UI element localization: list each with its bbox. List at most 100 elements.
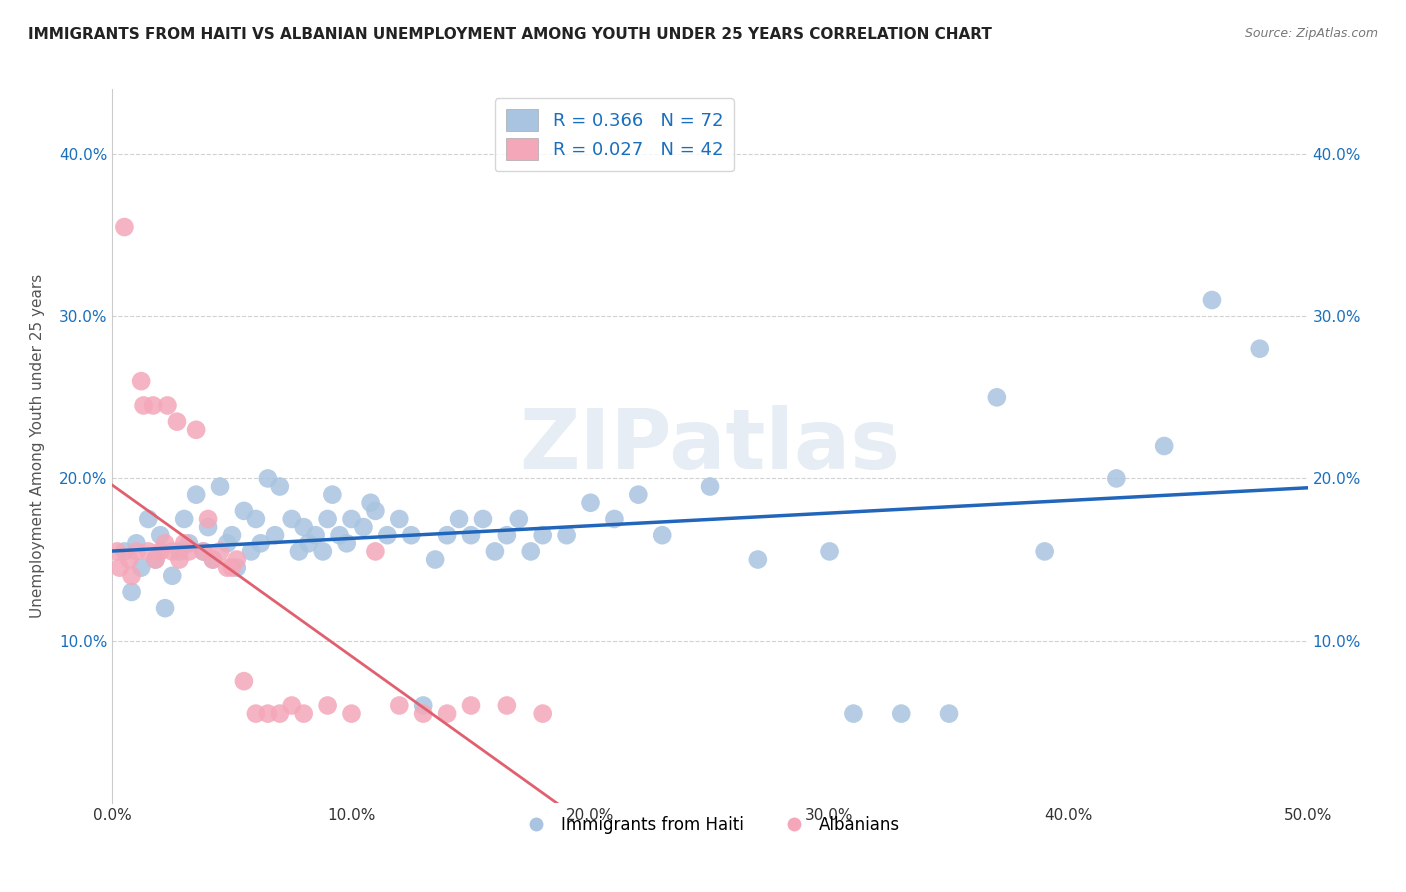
Point — [149, 528, 172, 542]
Point — [312, 544, 335, 558]
Point — [340, 512, 363, 526]
Point — [138, 512, 160, 526]
Point — [269, 479, 291, 493]
Point — [890, 706, 912, 721]
Point — [156, 399, 179, 413]
Point — [153, 601, 176, 615]
Point — [233, 674, 256, 689]
Point — [166, 415, 188, 429]
Point — [377, 528, 399, 542]
Point — [108, 560, 131, 574]
Point — [121, 568, 143, 582]
Point — [173, 536, 195, 550]
Point — [520, 544, 543, 558]
Point — [818, 544, 841, 558]
Text: Source: ZipAtlas.com: Source: ZipAtlas.com — [1244, 27, 1378, 40]
Point — [297, 536, 319, 550]
Point — [1201, 293, 1223, 307]
Point — [173, 512, 195, 526]
Point — [125, 536, 148, 550]
Point — [221, 560, 243, 574]
Point — [129, 374, 152, 388]
Point — [329, 528, 352, 542]
Point — [186, 488, 208, 502]
Legend: Immigrants from Haiti, Albanians: Immigrants from Haiti, Albanians — [513, 810, 907, 841]
Point — [292, 520, 315, 534]
Point — [316, 512, 339, 526]
Point — [217, 560, 239, 574]
Point — [484, 544, 506, 558]
Point — [221, 528, 243, 542]
Point — [305, 528, 328, 542]
Point — [531, 528, 554, 542]
Point — [118, 552, 141, 566]
Point — [496, 698, 519, 713]
Point — [292, 706, 315, 721]
Point — [321, 488, 343, 502]
Point — [388, 512, 411, 526]
Point — [209, 544, 232, 558]
Point — [425, 552, 447, 566]
Point — [1033, 544, 1056, 558]
Point — [257, 471, 280, 485]
Point — [142, 399, 165, 413]
Point — [1249, 342, 1271, 356]
Point — [169, 552, 191, 566]
Point — [145, 552, 167, 566]
Point — [162, 544, 183, 558]
Point — [412, 706, 434, 721]
Point — [496, 528, 519, 542]
Point — [352, 520, 374, 534]
Point — [651, 528, 673, 542]
Point — [125, 544, 148, 558]
Point — [264, 528, 287, 542]
Point — [197, 520, 219, 534]
Point — [364, 544, 387, 558]
Point — [162, 568, 183, 582]
Point — [225, 552, 247, 566]
Point — [436, 528, 458, 542]
Point — [316, 698, 339, 713]
Text: IMMIGRANTS FROM HAITI VS ALBANIAN UNEMPLOYMENT AMONG YOUTH UNDER 25 YEARS CORREL: IMMIGRANTS FROM HAITI VS ALBANIAN UNEMPL… — [28, 27, 993, 42]
Point — [225, 560, 247, 574]
Point — [114, 220, 135, 235]
Point — [436, 706, 458, 721]
Point — [145, 552, 167, 566]
Point — [121, 585, 143, 599]
Point — [555, 528, 578, 542]
Point — [149, 544, 172, 558]
Point — [233, 504, 256, 518]
Point — [1105, 471, 1128, 485]
Point — [699, 479, 721, 493]
Point — [508, 512, 530, 526]
Point — [627, 488, 650, 502]
Point — [197, 512, 219, 526]
Y-axis label: Unemployment Among Youth under 25 years: Unemployment Among Youth under 25 years — [31, 274, 45, 618]
Point — [193, 544, 215, 558]
Point — [364, 504, 387, 518]
Text: ZIPatlas: ZIPatlas — [520, 406, 900, 486]
Point — [472, 512, 495, 526]
Point — [153, 536, 176, 550]
Point — [240, 544, 263, 558]
Point — [177, 536, 200, 550]
Point — [281, 698, 304, 713]
Point — [842, 706, 865, 721]
Point — [986, 390, 1008, 404]
Point — [245, 512, 267, 526]
Point — [603, 512, 626, 526]
Point — [412, 698, 434, 713]
Point — [288, 544, 311, 558]
Point — [201, 552, 224, 566]
Point — [138, 544, 160, 558]
Point — [360, 496, 382, 510]
Point — [447, 512, 470, 526]
Point — [209, 479, 232, 493]
Point — [201, 552, 224, 566]
Point — [217, 536, 239, 550]
Point — [177, 544, 200, 558]
Point — [401, 528, 423, 542]
Point — [169, 544, 191, 558]
Point — [938, 706, 960, 721]
Point — [460, 698, 482, 713]
